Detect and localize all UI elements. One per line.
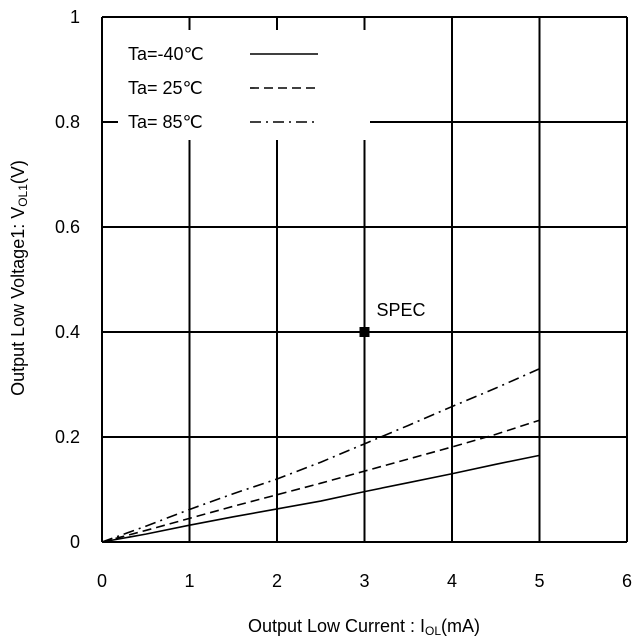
series-line-dashdot [101,368,540,543]
series-line-dashed [101,419,540,543]
legend-background [118,30,370,140]
x-tick-label-2: 2 [272,571,282,591]
y-tick-label-3: 0.6 [55,217,80,237]
spec-marker [359,327,370,337]
x-tick-label-0: 0 [97,571,107,591]
annotations: SPEC [359,300,426,337]
x-tick-label-1: 1 [184,571,194,591]
y-tick-label-1: 0.2 [55,427,80,447]
x-tick-label-3: 3 [359,571,369,591]
series-group [101,368,540,543]
y-tick-label-5: 1 [70,7,80,27]
y-axis-title: Output Low Voltage1: VOL1(V) [8,160,30,396]
y-tick-label-0: 0 [70,532,80,552]
series-line-solid [101,454,540,543]
x-tick-label-5: 5 [534,571,544,591]
x-tick-label-4: 4 [447,571,457,591]
spec-label: SPEC [377,300,426,320]
legend-label-dashdot: Ta= 85℃ [128,112,203,132]
x-tick-label-6: 6 [622,571,632,591]
legend: Ta=-40℃ Ta= 25℃ Ta= 85℃ [118,30,370,140]
x-axis-title: Output Low Current : IOL(mA) [248,616,480,638]
tick-labels: 0 1 2 3 4 5 6 0 0.2 0.4 0.6 0.8 1 [55,7,632,591]
y-tick-label-4: 0.8 [55,112,80,132]
legend-label-dashed: Ta= 25℃ [128,78,203,98]
y-tick-label-2: 0.4 [55,322,80,342]
legend-label-solid: Ta=-40℃ [128,44,204,64]
